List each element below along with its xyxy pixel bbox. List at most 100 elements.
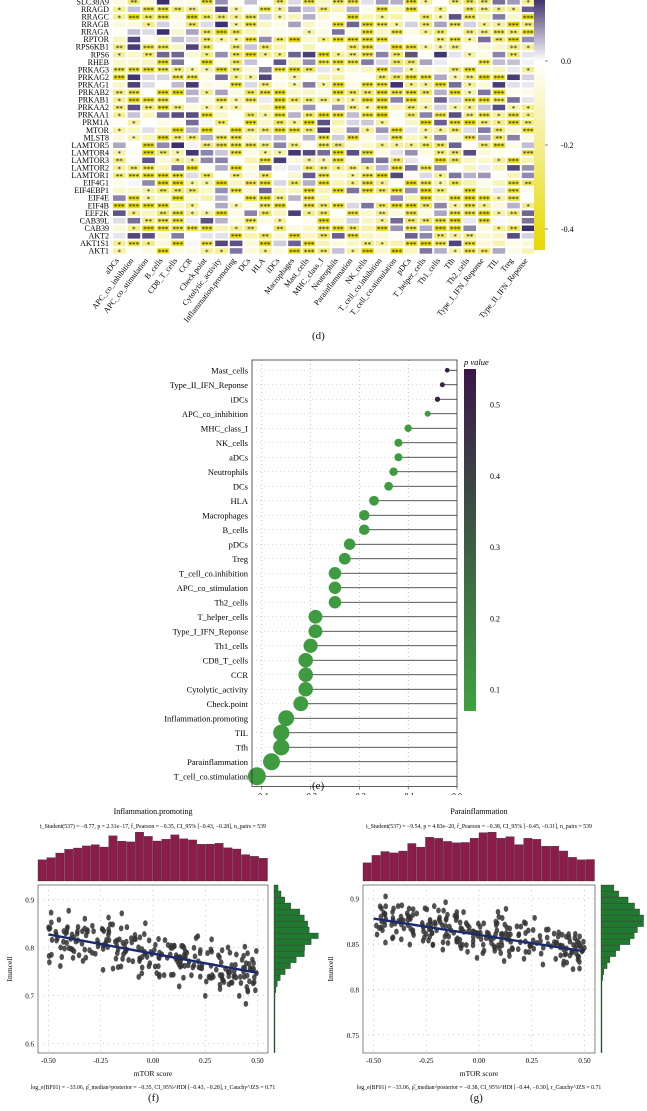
top-hist-bar [205, 843, 215, 882]
right-hist-bar [273, 1040, 276, 1047]
heatmap-cell [302, 240, 316, 247]
heatmap-cell [171, 134, 184, 141]
heatmap-cell [142, 112, 155, 118]
significance-mark: *** [348, 14, 359, 22]
heatmap-cell [361, 142, 374, 148]
scatter-point [553, 955, 559, 962]
lollipop-point [247, 767, 266, 786]
heatmap-cell [448, 202, 462, 209]
heatmap-cell [521, 82, 535, 88]
right-hist-bar [600, 908, 640, 915]
heatmap-cell [259, 195, 272, 201]
heatmap-cell [375, 217, 389, 224]
significance-mark: *** [406, 226, 417, 234]
heatmap-cell [492, 44, 506, 50]
significance-mark: ** [422, 218, 430, 226]
heatmap-cell [156, 89, 170, 96]
heatmap-cell [361, 187, 374, 194]
heatmap-cell [156, 217, 170, 224]
scatter-point [538, 950, 544, 957]
heatmap-cell [244, 225, 257, 232]
scatter-point [390, 934, 396, 941]
scatter-point [87, 947, 92, 954]
heatmap-cell [127, 97, 141, 103]
heatmap-cell [390, 59, 403, 65]
heatmap-cell [288, 217, 301, 224]
significance-mark: * [497, 120, 501, 128]
stats-line-top: t_Student(537) = −9.54, p = 4.83e−20, r̂… [366, 823, 592, 830]
scatter-point [546, 926, 551, 933]
heatmap-cell [259, 36, 272, 43]
significance-mark: * [512, 105, 516, 113]
heatmap-cell [434, 112, 447, 118]
significance-mark: *** [362, 22, 373, 30]
heatmap-cell [361, 59, 374, 65]
right-hist-bar [600, 938, 631, 945]
significance-mark: ** [189, 22, 197, 30]
heatmap-cell [302, 134, 316, 141]
significance-mark: *** [245, 22, 256, 30]
significance-mark: * [234, 37, 238, 45]
heatmap-cell [317, 104, 330, 111]
significance-mark: ** [130, 0, 138, 7]
significance-mark: * [322, 82, 326, 90]
significance-mark: *** [158, 180, 169, 188]
heatmap-cell [346, 150, 360, 156]
lollipop-point [404, 424, 412, 432]
heatmap-cell [215, 134, 228, 141]
heatmap-cell [463, 21, 476, 28]
significance-mark: *** [479, 112, 490, 120]
heatmap-cell [259, 104, 272, 111]
significance-mark: * [278, 150, 282, 158]
heatmap-cell [478, 187, 491, 194]
heatmap-cell [317, 172, 330, 179]
scatter-point [249, 965, 254, 972]
heatmap-cell [492, 21, 506, 28]
heatmap-cell [259, 29, 272, 35]
scatter-point [205, 950, 210, 957]
heatmap-cell [200, 127, 214, 133]
heatmap-cell [186, 202, 199, 209]
significance-mark: ** [349, 44, 357, 52]
heatmap-cell [361, 210, 374, 216]
heatmap-cell [361, 157, 374, 164]
scatter-point [429, 930, 435, 937]
scatter-point [171, 971, 176, 978]
scatter-point [48, 909, 54, 916]
heatmap-cell [317, 134, 330, 141]
heatmap-cell [332, 89, 345, 96]
heatmap-cell [259, 150, 272, 156]
heatmap-cell [507, 59, 520, 65]
significance-mark: ** [510, 44, 518, 52]
scatter-point [90, 922, 95, 929]
heatmap-cell [186, 165, 199, 171]
scatter-point [569, 949, 575, 956]
heatmap-cell [288, 104, 301, 111]
pvalue-tick-label: 0.4 [490, 472, 500, 481]
heatmap-cell [419, 112, 433, 118]
heatmap-cell [171, 157, 184, 164]
heatmap-cell [463, 233, 476, 239]
row-label: PRKAA1 [78, 111, 109, 120]
scatter-point [523, 948, 529, 955]
category-label: Tfh [236, 742, 249, 752]
heatmap-cell [288, 195, 301, 201]
significance-mark: *** [421, 241, 432, 249]
significance-mark: *** [216, 97, 227, 105]
heatmap-cell [463, 97, 476, 103]
heatmap-cell [273, 97, 287, 103]
heatmap-cell [156, 165, 170, 171]
scatter-point [129, 939, 135, 946]
significance-mark: *** [494, 90, 505, 98]
heatmap-cell [288, 66, 301, 73]
heatmap-cell [419, 82, 433, 88]
significance-mark: *** [158, 226, 169, 234]
significance-mark: * [234, 203, 238, 211]
heatmap-cell [448, 150, 462, 156]
significance-mark: * [337, 67, 341, 75]
heatmap-cell [273, 66, 287, 73]
scatter-point [480, 950, 486, 957]
scatter-point [254, 947, 259, 954]
heatmap-cell [317, 14, 330, 20]
scatter-point [410, 906, 416, 913]
